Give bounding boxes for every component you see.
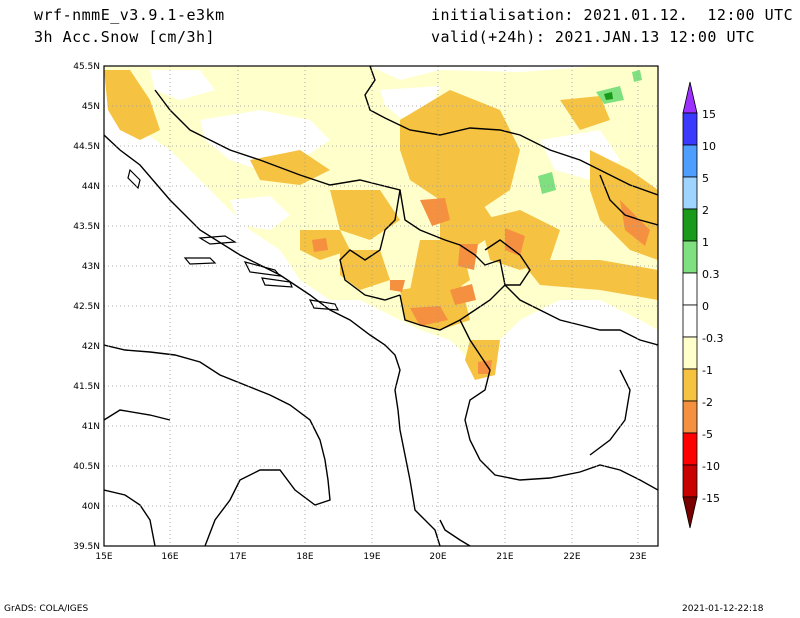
colorbar-box	[682, 208, 698, 242]
map-frame	[103, 65, 659, 547]
init-time: initialisation: 2021.01.12. 12:00 UTC	[431, 6, 794, 24]
graticule	[104, 66, 658, 546]
lon-label: 23E	[629, 552, 646, 562]
lon-label: 16E	[161, 552, 178, 562]
colorbar-labels: 15 10 5 2 1 0.3 0 -0.3 -1 -2 -5 -10 -15	[702, 108, 723, 505]
colorbar-box	[682, 400, 698, 434]
lat-label: 43N	[82, 262, 100, 272]
colorbar-box	[682, 240, 698, 274]
lat-label: 42.5N	[73, 302, 100, 312]
colorbar-top-triangle	[682, 81, 698, 114]
valid-time: valid(+24h): 2021.JAN.13 12:00 UTC	[431, 28, 756, 46]
lat-label: 44N	[82, 182, 100, 192]
colorbar-box	[682, 368, 698, 402]
lon-label: 17E	[229, 552, 246, 562]
moderate-snow-patches	[104, 70, 658, 380]
colorbar-label: 0.3	[702, 268, 720, 281]
lat-label: 39.5N	[73, 542, 100, 552]
lon-label: 15E	[95, 552, 112, 562]
lon-label: 18E	[296, 552, 313, 562]
colorbar-label: -5	[702, 428, 713, 441]
lon-label: 19E	[363, 552, 380, 562]
colorbar-label: -10	[702, 460, 720, 473]
colorbar-label: 10	[702, 140, 716, 153]
footer-timestamp: 2021-01-12-22:18	[682, 604, 764, 614]
lon-label: 21E	[496, 552, 513, 562]
snow-fields	[104, 66, 658, 546]
lat-label: 40.5N	[73, 462, 100, 472]
lon-label: 22E	[563, 552, 580, 562]
colorbar-box	[682, 464, 698, 498]
axis-labels: 45.5N 45N 44.5N 44N 43.5N 43N 42.5N 42N …	[73, 62, 647, 562]
lat-label: 41.5N	[73, 382, 100, 392]
lat-label: 41N	[82, 422, 100, 432]
colorbar-box	[682, 112, 698, 146]
lon-label: 20E	[429, 552, 446, 562]
footer-credit: GrADS: COLA/IGES	[4, 604, 89, 614]
islands	[127, 168, 340, 311]
positive-snow-patches	[538, 70, 642, 194]
colorbar-label: -0.3	[702, 332, 723, 345]
colorbar-box	[682, 304, 698, 338]
colorbar-label: 1	[702, 236, 709, 249]
model-title: wrf-nmmE_v3.9.1-e3km	[34, 6, 225, 24]
colorbar-box	[682, 176, 698, 210]
colorbar-label: 15	[702, 108, 716, 121]
lat-label: 44.5N	[73, 142, 100, 152]
colorbar-label: 0	[702, 300, 709, 313]
colorbar-box	[682, 272, 698, 306]
colorbar-bottom-triangle	[682, 496, 698, 529]
lat-label: 42N	[82, 342, 100, 352]
colorbar	[682, 81, 698, 529]
colorbar-label: -1	[702, 364, 713, 377]
colorbar-box	[682, 144, 698, 178]
lat-label: 45.5N	[73, 62, 100, 72]
colorbar-label: -2	[702, 396, 713, 409]
colorbar-box	[682, 336, 698, 370]
lat-label: 40N	[82, 502, 100, 512]
variable-title: 3h Acc.Snow [cm/3h]	[34, 28, 216, 46]
lat-label: 43.5N	[73, 222, 100, 232]
colorbar-box	[682, 432, 698, 466]
colorbar-label: 5	[702, 172, 709, 185]
lat-label: 45N	[82, 102, 100, 112]
colorbar-label: -15	[702, 492, 720, 505]
coastlines-borders	[104, 66, 658, 546]
colorbar-label: 2	[702, 204, 709, 217]
heavy-snow-patches	[312, 198, 650, 374]
